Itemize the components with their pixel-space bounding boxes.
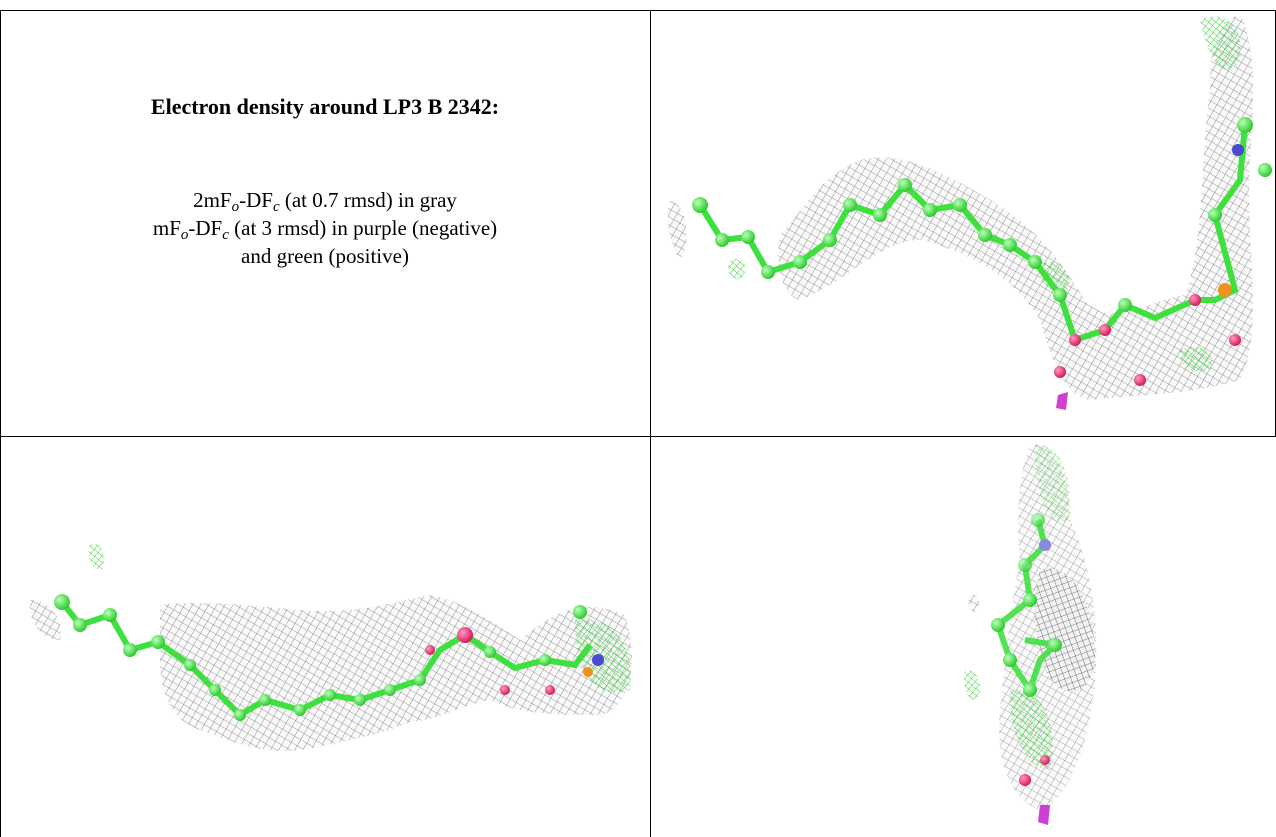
- caption-text: -DF: [188, 216, 223, 240]
- caption-text: and green (positive): [241, 244, 409, 268]
- subscript: o: [231, 199, 240, 215]
- caption-text: 2mF: [193, 188, 232, 212]
- density-view-2: [29, 544, 632, 751]
- caption: Electron density around LP3 B 2342: 2mFo…: [0, 10, 650, 270]
- caption-line: mFo-DFc (at 3 rmsd) in purple (negative): [0, 214, 650, 243]
- caption-text: (at 0.7 rmsd) in gray: [279, 188, 457, 212]
- caption-line: and green (positive): [0, 242, 650, 270]
- subscript: c: [222, 227, 229, 243]
- density-view-1: [667, 15, 1272, 410]
- caption-lines: 2mFo-DFc (at 0.7 rmsd) in gray mFo-DFc (a…: [0, 186, 650, 270]
- caption-text: mF: [152, 216, 181, 240]
- caption-title: Electron density around LP3 B 2342:: [150, 94, 500, 119]
- density-view-3: [964, 444, 1097, 825]
- caption-line: 2mFo-DFc (at 0.7 rmsd) in gray: [0, 186, 650, 215]
- caption-text: (at 3 rmsd) in purple (negative): [228, 216, 498, 240]
- subscript: o: [180, 227, 189, 243]
- caption-text: -DF: [239, 188, 273, 212]
- subscript: c: [272, 199, 280, 215]
